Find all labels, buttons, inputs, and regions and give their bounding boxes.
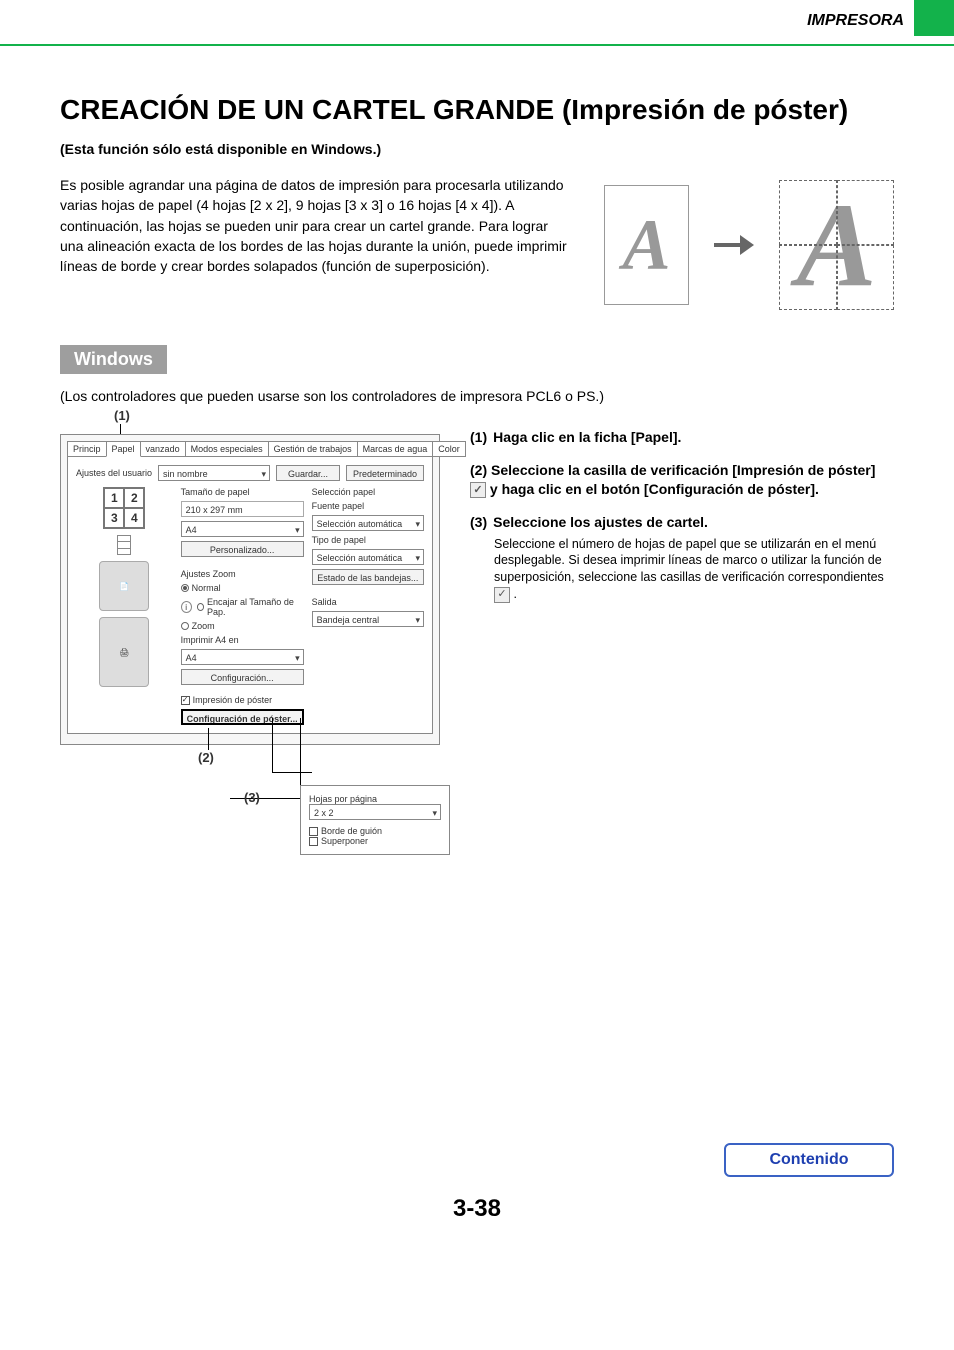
border-checkbox[interactable]: Borde de guión (309, 826, 441, 836)
tile (779, 245, 837, 310)
grid-cell: 1 (104, 488, 124, 508)
info-icon: i (181, 601, 192, 613)
step-3-body-b: . (513, 587, 516, 601)
paper-src-dropdown[interactable]: Selección automática (312, 515, 424, 531)
steps-column: (1) Haga clic en la ficha [Papel]. (2) S… (470, 428, 894, 617)
page-subtitle: (Esta función sólo está disponible en Wi… (60, 141, 894, 157)
header-green-rule (0, 44, 954, 46)
layout-preview-icon: 1 2 3 4 (103, 487, 145, 529)
paper-dim: 210 x 297 mm (181, 501, 304, 517)
poster-popup: Hojas por página 2 x 2 Borde de guión Su… (300, 785, 450, 855)
callout-line (272, 772, 312, 773)
grid-cell: 3 (104, 508, 124, 528)
step-3-head: Seleccione los ajustes de cartel. (493, 513, 708, 532)
radio-normal[interactable]: Normal (181, 583, 304, 593)
letter-a: A (622, 204, 670, 287)
step-1: (1) Haga clic en la ficha [Papel]. (470, 428, 894, 447)
page-title: CREACIÓN DE UN CARTEL GRANDE (Impresión … (60, 92, 894, 127)
section-name: IMPRESORA (807, 12, 904, 30)
windows-chip: Windows (60, 345, 167, 374)
output-dropdown[interactable]: Bandeja central (312, 611, 424, 627)
paper-size-label: Tamaño de papel (181, 487, 304, 497)
intro-paragraph: Es posible agrandar una página de datos … (60, 175, 574, 315)
tab-avanzado[interactable]: vanzado (140, 441, 186, 457)
step-2-text-a: Seleccione la casilla de verificación [I… (491, 462, 875, 478)
step-3: (3) Seleccione los ajustes de cartel. Se… (470, 513, 894, 603)
tile (837, 180, 895, 245)
radio-zoom-label: Zoom (192, 621, 215, 631)
radio-zoom[interactable]: Zoom (181, 621, 304, 631)
single-page-icon: A (604, 185, 689, 305)
custom-button[interactable]: Personalizado... (181, 541, 304, 557)
print-on-dropdown[interactable]: A4 (181, 649, 304, 665)
overlap-checkbox-label: Superponer (321, 836, 368, 846)
save-button[interactable]: Guardar... (276, 465, 340, 481)
print-dialog: Princip Papel vanzado Modos especiales G… (60, 434, 440, 745)
checkbox-inline-icon: ✓ (494, 587, 510, 603)
sheets-dropdown[interactable]: 2 x 2 (309, 804, 441, 820)
contents-button[interactable]: Contenido (724, 1143, 894, 1177)
grid-cell: 2 (124, 488, 144, 508)
radio-fit-label: Encajar al Tamaño de Pap. (207, 597, 304, 617)
step-1-num: (1) (470, 428, 487, 447)
step-2-text-b: y haga clic en el botón [Configuración d… (490, 481, 819, 497)
header-green-block (914, 0, 954, 36)
paper-type-dropdown[interactable]: Selección automática (312, 549, 424, 565)
config-button[interactable]: Configuración... (181, 669, 304, 685)
radio-fit[interactable]: i Encajar al Tamaño de Pap. (181, 597, 304, 617)
page-header: IMPRESORA (0, 0, 954, 46)
dialog-tabs: Princip Papel vanzado Modos especiales G… (67, 441, 433, 457)
step-2-num: (2) (470, 462, 487, 478)
step-3-body-a: Seleccione el número de hojas de papel q… (494, 537, 884, 585)
tab-papel[interactable]: Papel (106, 441, 141, 457)
sheets-label: Hojas por página (309, 794, 441, 804)
print-on-label: Imprimir A4 en (181, 635, 304, 645)
overlap-checkbox[interactable]: Superponer (309, 836, 441, 846)
default-button[interactable]: Predeterminado (346, 465, 424, 481)
orientation-icon (117, 535, 131, 555)
tab-gestion[interactable]: Gestión de trabajos (268, 441, 358, 457)
printer-icon: 🖨 (99, 617, 149, 687)
callout-line (208, 728, 209, 750)
tiled-pages-icon: A (779, 180, 894, 310)
tab-marcas[interactable]: Marcas de agua (357, 441, 434, 457)
screenshot-column: (1) Princip Papel vanzado Modos especial… (60, 428, 440, 855)
callout-line (230, 798, 300, 799)
user-settings-label: Ajustes del usuario (76, 468, 152, 478)
paper-type-label: Tipo de papel (312, 535, 424, 545)
poster-checkbox-label: Impresión de póster (193, 695, 273, 705)
border-checkbox-label: Borde de guión (321, 826, 382, 836)
tile (779, 180, 837, 245)
poster-diagram: A A (604, 175, 894, 315)
poster-checkbox[interactable]: ✓Impresión de póster (181, 695, 304, 705)
tab-modos-especiales[interactable]: Modos especiales (185, 441, 269, 457)
user-settings-dropdown[interactable]: sin nombre (158, 465, 270, 481)
step-3-num: (3) (470, 513, 487, 532)
tile (837, 245, 895, 310)
grid-cell: 4 (124, 508, 144, 528)
paper-sel-label: Selección papel (312, 487, 424, 497)
tray-status-button[interactable]: Estado de las bandejas... (312, 569, 424, 585)
checkbox-inline-icon: ✓ (470, 482, 486, 498)
paper-size-dropdown[interactable]: A4 (181, 521, 304, 537)
tab-color[interactable]: Color (432, 441, 466, 457)
callout-line (272, 718, 273, 772)
radio-normal-label: Normal (192, 583, 221, 593)
callout-1: (1) (114, 408, 130, 423)
step-1-text: Haga clic en la ficha [Papel]. (493, 428, 681, 447)
page-number: 3-38 (60, 1195, 894, 1223)
paper-src-label: Fuente papel (312, 501, 424, 511)
arrow-right-icon (714, 235, 754, 255)
poster-config-button[interactable]: Configuración de póster... (181, 709, 304, 725)
callout-3: (3) (244, 790, 260, 805)
callout-2: (2) (198, 750, 214, 765)
tab-principal[interactable]: Princip (67, 441, 107, 457)
controllers-note: (Los controladores que pueden usarse son… (60, 388, 894, 404)
pages-icon: 📄 (99, 561, 149, 611)
zoom-label: Ajustes Zoom (181, 569, 304, 579)
output-label: Salida (312, 597, 424, 607)
callout-line (300, 718, 301, 788)
step-2: (2) Seleccione la casilla de verificació… (470, 461, 894, 499)
